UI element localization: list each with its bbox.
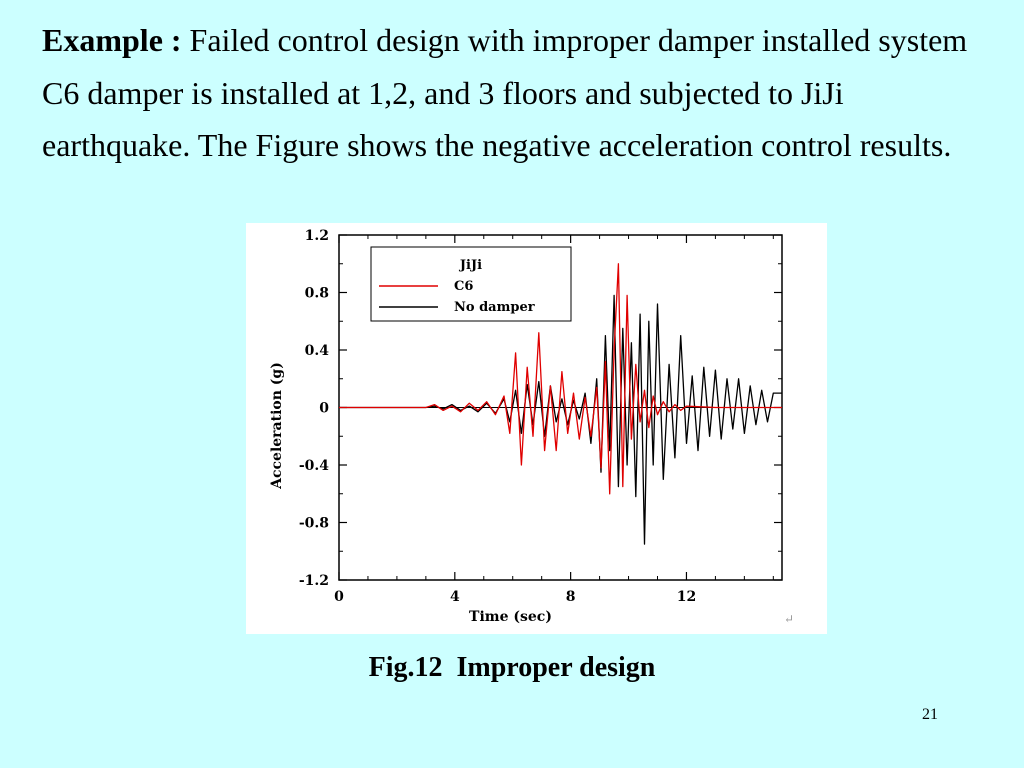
- y-tick-label: 0: [319, 401, 329, 417]
- intro-text: Failed control design with improper damp…: [42, 22, 968, 163]
- legend-label-c6: C6: [454, 279, 473, 294]
- x-tick-label: 0: [334, 589, 344, 605]
- x-axis-title: Time (sec): [469, 609, 552, 625]
- y-tick-label: -1.2: [299, 573, 329, 589]
- slide-number: 21: [922, 706, 938, 723]
- y-tick-label: -0.8: [299, 516, 329, 532]
- y-tick-label: 0.8: [305, 286, 329, 302]
- x-tick-label: 12: [677, 589, 696, 605]
- example-label: Example :: [42, 22, 182, 58]
- y-tick-label: 0.4: [305, 343, 330, 359]
- series-line-no-damper: [339, 294, 782, 545]
- acceleration-chart: -1.2 -0.8 -0.4 0 0.4 0.8 1.2 0 4 8 12 Time (sec) Acc…: [269, 228, 794, 626]
- intro-paragraph: Example : Failed control design with imp…: [42, 14, 992, 172]
- legend-label-no-damper: No damper: [454, 300, 535, 315]
- figure-caption: Fig.12 Improper design: [368, 652, 656, 683]
- x-tick-label: 4: [450, 589, 460, 605]
- legend-title: JiJi: [459, 258, 482, 273]
- y-axis-title: Acceleration (g): [269, 362, 285, 490]
- y-tick-label: 1.2: [305, 228, 329, 244]
- series-line-c6: [339, 263, 782, 495]
- chart-legend: JiJi C6 No damper: [370, 246, 572, 322]
- acceleration-figure: -1.2 -0.8 -0.4 0 0.4 0.8 1.2 0 4 8 12 Time (sec) Acc…: [246, 223, 827, 634]
- x-tick-label: 8: [566, 589, 576, 605]
- return-mark-glyph: ↵: [784, 612, 794, 626]
- y-tick-label: -0.4: [299, 458, 329, 474]
